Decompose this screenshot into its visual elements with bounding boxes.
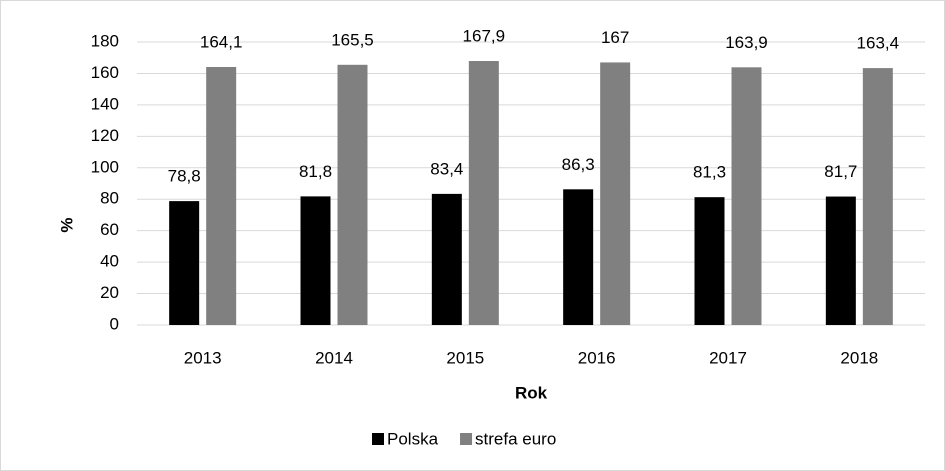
y-tick-label: 0 — [110, 314, 119, 333]
bar — [468, 61, 499, 325]
y-tick-label: 160 — [91, 63, 119, 82]
data-label: 81,8 — [299, 162, 332, 181]
bar — [825, 196, 856, 325]
y-tick-label: 20 — [100, 283, 119, 302]
x-tick-label: 2014 — [315, 348, 353, 367]
bar — [300, 196, 331, 325]
y-tick-label: 40 — [100, 252, 119, 271]
bar — [169, 201, 200, 325]
bar — [431, 193, 462, 325]
data-label: 163,4 — [857, 34, 900, 53]
y-tick-label: 100 — [91, 157, 119, 176]
y-tick-label: 120 — [91, 126, 119, 145]
bar — [600, 62, 631, 325]
data-label: 78,8 — [168, 167, 201, 186]
data-label: 167 — [601, 28, 629, 47]
y-tick-label: 140 — [91, 94, 119, 113]
data-label: 167,9 — [463, 27, 506, 46]
legend-swatch — [372, 433, 384, 445]
legend-swatch — [460, 433, 473, 445]
y-tick-label: 180 — [91, 31, 119, 50]
data-label: 86,3 — [562, 155, 595, 174]
x-tick-label: 2018 — [840, 348, 878, 367]
legend-label: Polska — [387, 429, 439, 448]
data-label: 81,7 — [824, 162, 857, 181]
y-tick-label: 60 — [100, 220, 119, 239]
bar — [862, 68, 893, 326]
x-tick-label: 2017 — [709, 348, 747, 367]
bar — [563, 189, 594, 325]
y-tick-label: 80 — [100, 189, 119, 208]
data-label: 83,4 — [430, 159, 463, 178]
y-axis-label: % — [57, 217, 76, 232]
x-tick-label: 2016 — [578, 348, 616, 367]
bar — [206, 66, 237, 325]
bar — [337, 64, 368, 325]
data-label: 164,1 — [200, 32, 243, 51]
x-tick-label: 2015 — [446, 348, 484, 367]
legend-label: strefa euro — [475, 429, 556, 448]
bar — [694, 197, 725, 325]
bar — [731, 67, 762, 325]
x-tick-label: 2013 — [184, 348, 222, 367]
data-label: 81,3 — [693, 163, 726, 182]
data-label: 163,9 — [725, 33, 768, 52]
data-label: 165,5 — [331, 30, 374, 49]
x-axis-label: Rok — [515, 383, 548, 402]
